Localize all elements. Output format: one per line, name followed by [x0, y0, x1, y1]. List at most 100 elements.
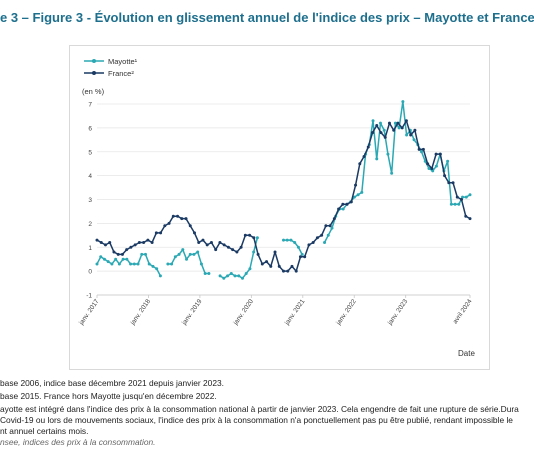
data-point-france [417, 147, 421, 151]
data-point-france [108, 240, 112, 244]
data-point-france [303, 255, 307, 259]
data-point-mayotte [233, 274, 237, 278]
data-point-france [231, 248, 235, 252]
data-point-france [222, 243, 226, 247]
data-point-mayotte [255, 236, 259, 240]
x-axis-label: Date [458, 349, 475, 358]
x-tick-label: janv. 2023 [386, 298, 409, 327]
data-point-france [95, 238, 99, 242]
data-point-mayotte [341, 207, 345, 211]
data-point-france [366, 145, 370, 149]
data-point-mayotte [446, 159, 450, 163]
data-point-france [375, 123, 379, 127]
data-point-mayotte [434, 164, 438, 168]
data-point-france [396, 121, 400, 125]
data-point-france [273, 250, 277, 254]
data-point-france [99, 240, 103, 244]
x-tick-label: janv. 2018 [129, 298, 152, 327]
series-line-france [96, 119, 471, 272]
data-point-france [337, 207, 341, 211]
data-point-france [256, 252, 260, 256]
data-point-france [180, 217, 184, 221]
x-tick-label: janv. 2019 [180, 298, 203, 327]
data-point-france [354, 183, 358, 187]
series-line-mayotte [219, 237, 259, 280]
data-point-mayotte [207, 272, 211, 276]
data-point-mayotte [468, 193, 472, 197]
data-point-mayotte [102, 257, 106, 261]
data-point-france [328, 224, 332, 228]
data-point-mayotte [431, 169, 435, 173]
data-point-france [286, 269, 290, 273]
data-point-mayotte [449, 202, 453, 206]
data-point-france [332, 217, 336, 221]
data-point-france [341, 202, 345, 206]
data-point-france [349, 200, 353, 204]
data-point-france [112, 250, 116, 254]
data-point-france [371, 131, 375, 135]
data-point-mayotte [248, 267, 252, 271]
data-point-france [120, 252, 124, 256]
y-tick-label: -1 [86, 293, 92, 300]
x-axis-ticks: janv. 2017 janv. 2018 janv. 2019 janv. 2020… [77, 295, 474, 327]
data-point-france [460, 198, 464, 201]
data-point-france [464, 214, 468, 218]
note-2: base 2015. France hors Mayotte jusqu'en … [0, 391, 217, 401]
data-point-france [451, 181, 455, 185]
data-point-france [137, 240, 141, 244]
data-point-mayotte [181, 248, 185, 252]
data-point-mayotte [185, 257, 189, 261]
source-note: nsee, indices des prix à la consommation… [0, 437, 156, 447]
data-point-mayotte [326, 233, 330, 237]
data-point-france [159, 231, 163, 235]
data-point-mayotte [158, 274, 162, 278]
data-point-france [243, 233, 247, 237]
data-point-france [146, 238, 150, 242]
y-tick-label: 7 [88, 102, 92, 109]
data-point-france [260, 262, 264, 266]
chart-title: e 3 – Figure 3 - Évolution en glissement… [0, 10, 534, 25]
data-point-mayotte [226, 274, 230, 278]
data-point-mayotte [177, 252, 181, 256]
data-point-france [426, 162, 430, 166]
data-point-mayotte [300, 252, 304, 256]
data-point-mayotte [285, 238, 289, 242]
data-point-france [154, 231, 158, 235]
x-tick-label: janv. 2022 [335, 298, 358, 327]
data-point-mayotte [356, 193, 360, 197]
data-point-mayotte [375, 157, 379, 161]
data-point-mayotte [420, 150, 424, 154]
data-point-mayotte [252, 250, 256, 254]
data-point-mayotte [188, 252, 192, 256]
data-point-mayotte [390, 171, 394, 175]
data-point-mayotte [323, 240, 327, 244]
data-point-mayotte [125, 257, 129, 261]
data-point-france [434, 152, 438, 156]
y-tick-label: 4 [88, 173, 92, 180]
data-point-mayotte [155, 267, 159, 271]
data-point-mayotte [132, 262, 136, 266]
data-point-france [184, 217, 188, 221]
data-point-mayotte [397, 126, 401, 130]
data-point-france [307, 243, 311, 247]
data-point-france [269, 264, 273, 268]
data-point-mayotte [240, 276, 244, 280]
data-point-france [239, 245, 243, 249]
data-point-france [294, 269, 298, 273]
data-point-mayotte [110, 262, 114, 266]
data-point-mayotte [218, 274, 222, 278]
data-point-france [176, 214, 180, 218]
data-point-france [282, 269, 285, 273]
data-point-france [167, 221, 171, 225]
y-tick-label: 0 [88, 269, 92, 276]
data-point-france [197, 240, 201, 244]
data-point-france [248, 233, 252, 237]
data-point-mayotte [203, 272, 207, 276]
data-point-mayotte [378, 121, 382, 125]
data-point-france [298, 255, 302, 259]
data-point-mayotte [99, 255, 103, 259]
data-point-france [345, 202, 349, 206]
data-point-mayotte [136, 262, 140, 266]
series-line-mayotte [167, 248, 209, 275]
